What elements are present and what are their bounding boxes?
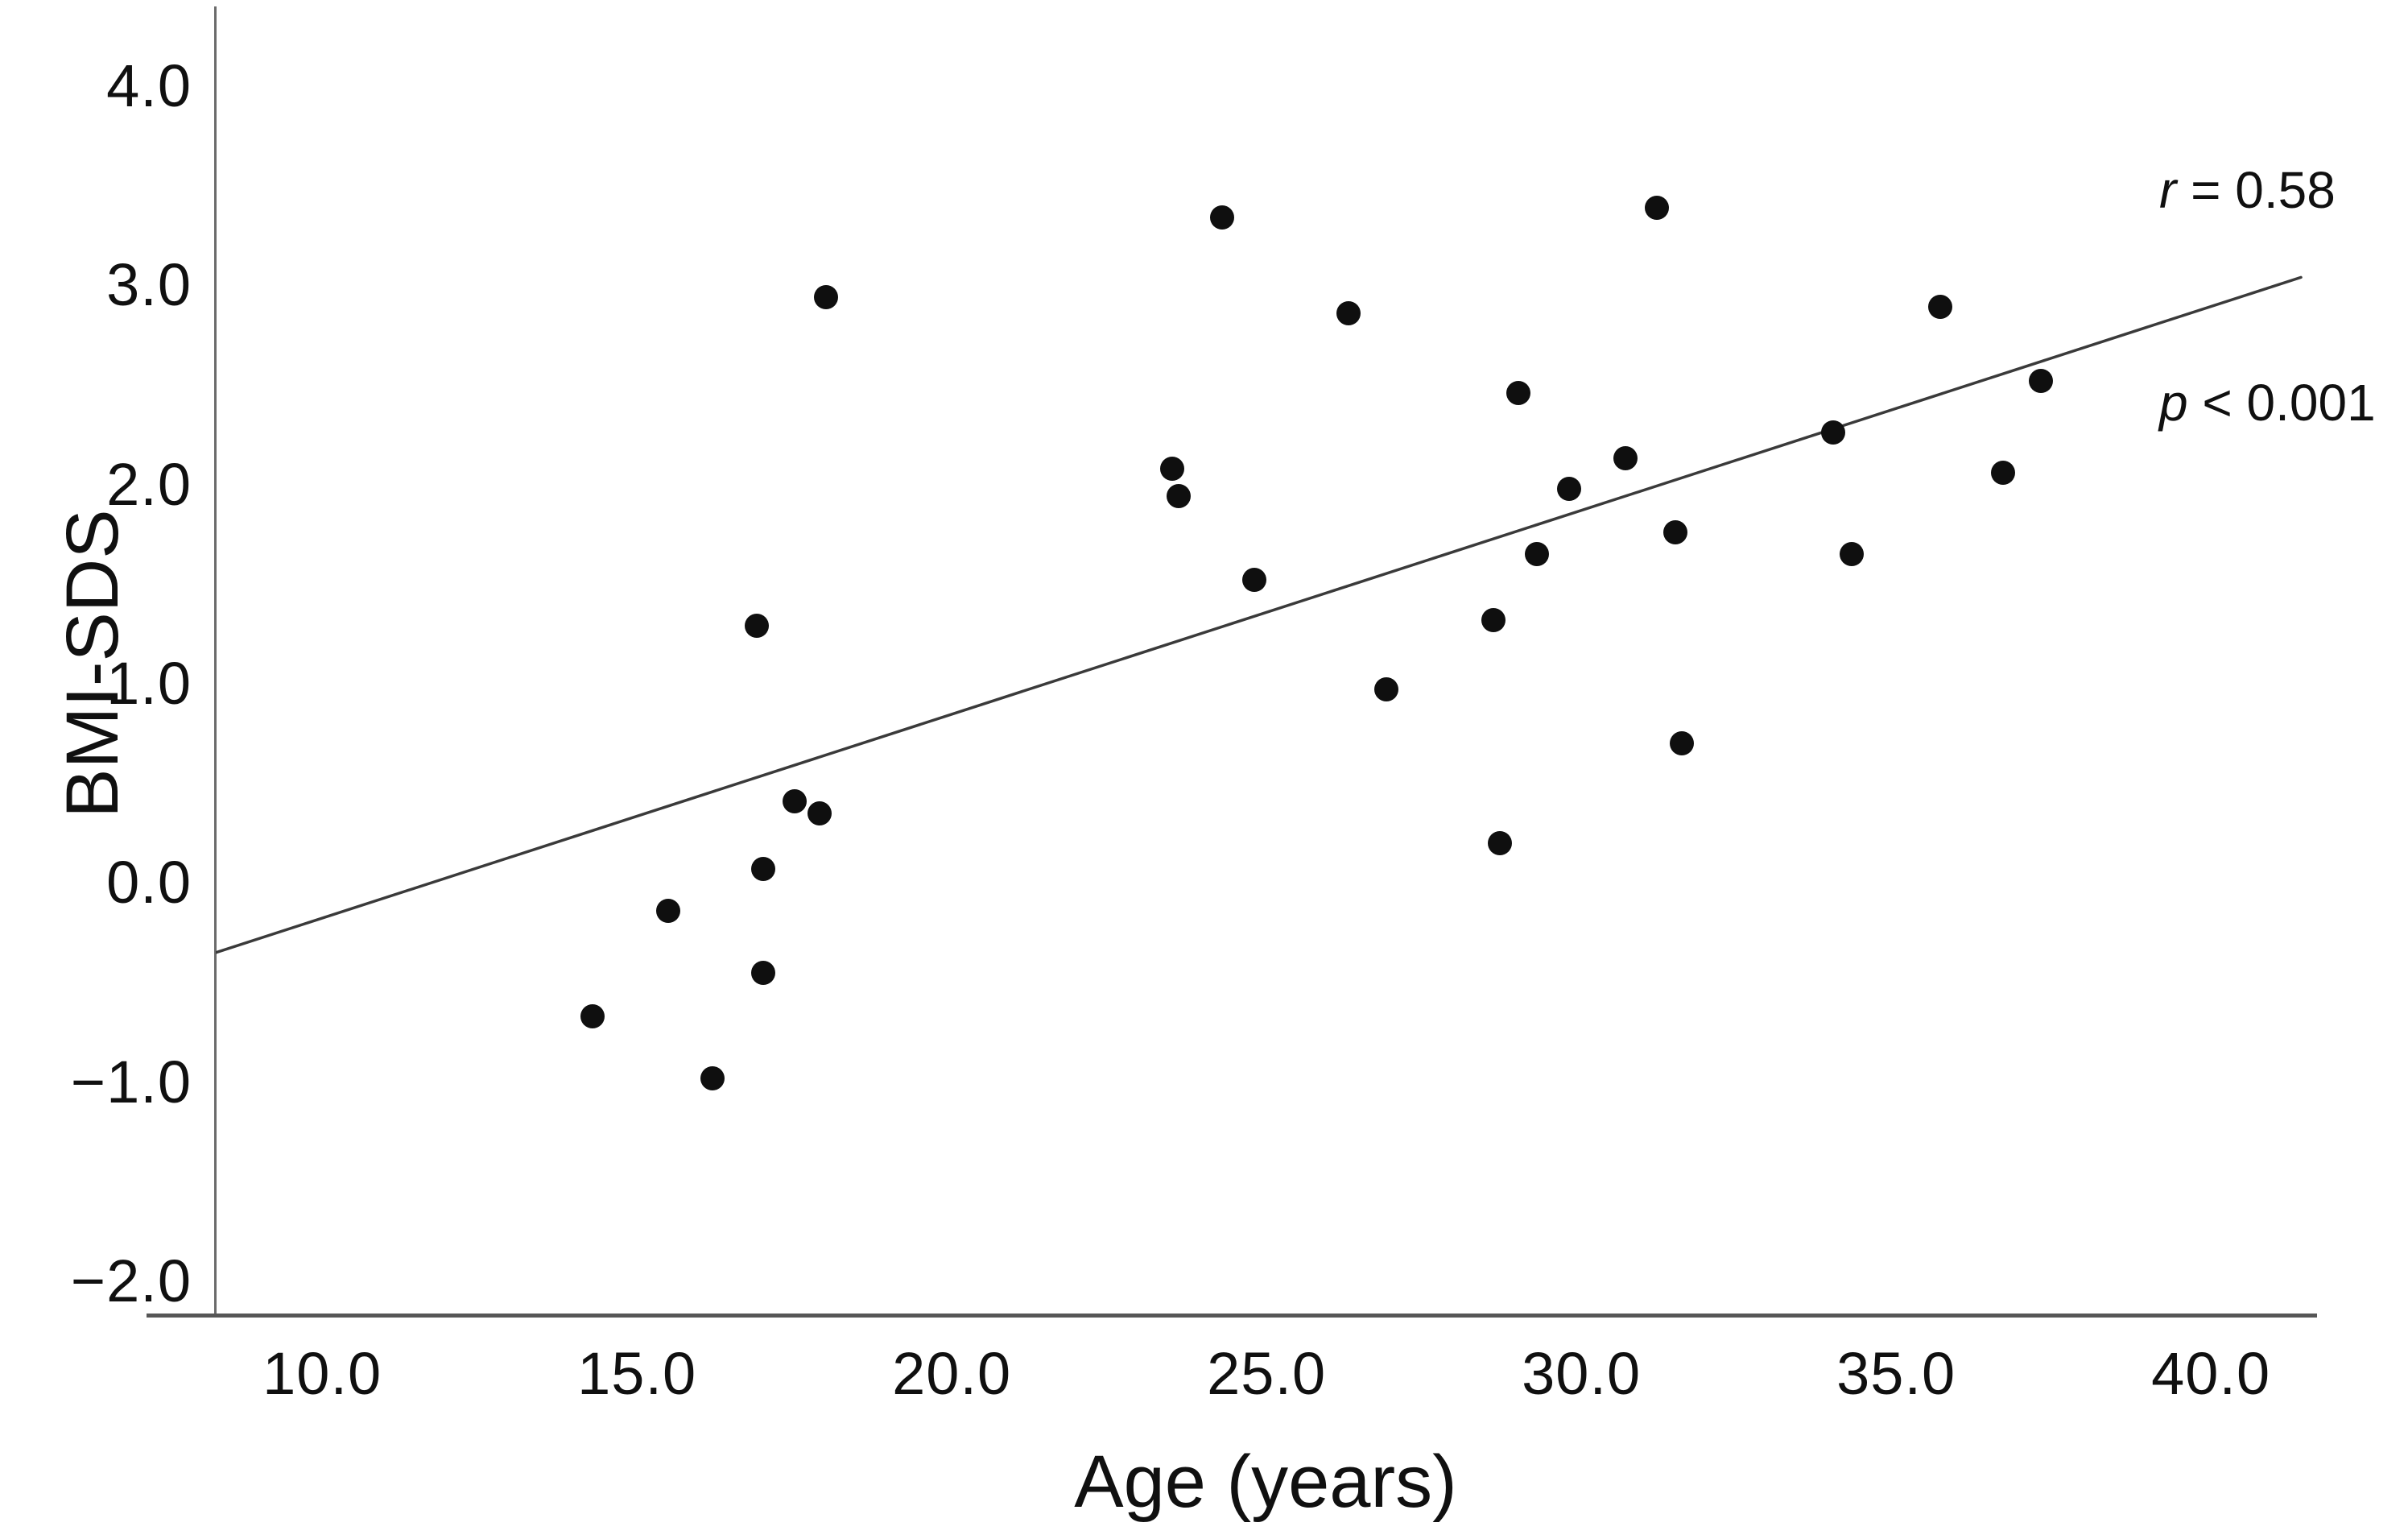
x-tick-label: 20.0 <box>892 1340 1012 1407</box>
data-point <box>750 856 775 881</box>
data-point <box>1373 677 1398 702</box>
data-point <box>1166 484 1191 509</box>
data-point <box>1481 607 1506 632</box>
x-tick-label: 40.0 <box>2151 1340 2271 1407</box>
annotation-line-p: p < 0.001 <box>2159 367 2376 438</box>
y-tick-label: 4.0 <box>106 52 192 119</box>
y-tick-label: 0.0 <box>106 849 192 916</box>
x-tick-label: 25.0 <box>1207 1340 1327 1407</box>
r-value: = 0.58 <box>2176 161 2336 219</box>
x-tick-label: 15.0 <box>577 1340 697 1407</box>
y-axis-line <box>214 6 217 1318</box>
data-point <box>750 960 775 985</box>
data-point <box>744 614 769 639</box>
data-point <box>813 285 838 310</box>
x-tick-label: 30.0 <box>1522 1340 1642 1407</box>
x-tick-label: 35.0 <box>1836 1340 1956 1407</box>
p-value: < 0.001 <box>2187 374 2376 432</box>
p-symbol: p <box>2159 374 2188 432</box>
data-point <box>1487 830 1512 855</box>
stats-annotation: r = 0.58 p < 0.001 <box>2159 13 2376 580</box>
y-tick-label: 1.0 <box>106 649 192 717</box>
data-point <box>1840 542 1865 567</box>
data-point <box>656 898 681 923</box>
trendline-layer <box>216 275 2303 954</box>
y-tick-label: 3.0 <box>106 251 192 319</box>
x-axis-line <box>147 1314 2317 1318</box>
data-point <box>1159 456 1184 481</box>
data-point <box>2029 368 2054 393</box>
data-point <box>1645 195 1670 220</box>
plot-area <box>216 6 2315 1315</box>
r-symbol: r <box>2159 161 2177 219</box>
trend-line <box>216 275 2303 954</box>
data-point <box>1241 568 1266 593</box>
x-axis-title: Age (years) <box>1074 1441 1457 1523</box>
data-point <box>1991 460 2016 485</box>
data-point <box>1613 446 1638 471</box>
data-point <box>1525 542 1550 567</box>
data-point <box>1927 295 1952 320</box>
data-point <box>1336 300 1361 325</box>
data-point <box>1506 380 1530 405</box>
data-point <box>1820 420 1845 445</box>
data-point <box>1556 476 1581 501</box>
x-tick-label: 10.0 <box>262 1340 382 1407</box>
data-point <box>1663 519 1688 544</box>
y-tick-label: 2.0 <box>106 450 192 518</box>
data-point <box>580 1003 605 1028</box>
data-point <box>782 788 807 813</box>
data-point <box>1670 731 1695 756</box>
annotation-line-r: r = 0.58 <box>2159 155 2376 225</box>
y-tick-label: −1.0 <box>70 1048 192 1115</box>
data-point <box>700 1065 725 1090</box>
data-point <box>807 801 832 825</box>
y-tick-label: −2.0 <box>70 1247 192 1314</box>
data-point <box>1210 205 1235 230</box>
